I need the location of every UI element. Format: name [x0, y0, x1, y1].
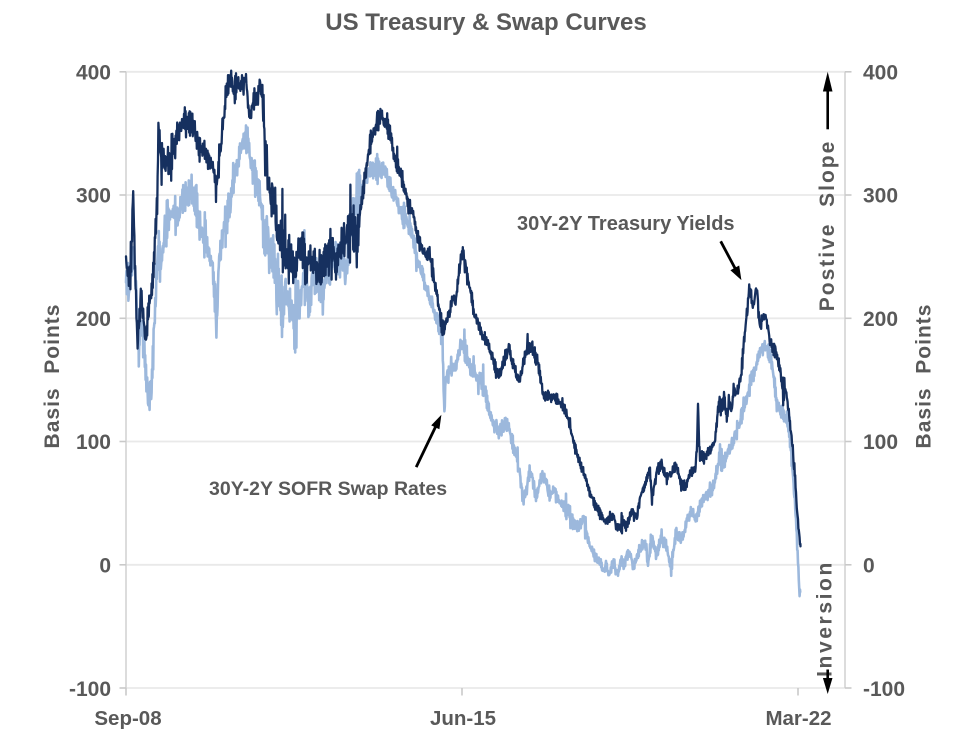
svg-text:0: 0 [99, 555, 111, 578]
svg-text:Mar-22: Mar-22 [765, 707, 831, 730]
svg-text:100: 100 [76, 431, 111, 454]
svg-text:30Y-2Y Treasury Yields: 30Y-2Y Treasury Yields [517, 213, 735, 235]
svg-text:Inversion: Inversion [814, 560, 837, 677]
svg-text:US Treasury & Swap Curves: US Treasury & Swap Curves [325, 9, 646, 36]
svg-text:200: 200 [863, 308, 898, 331]
svg-text:300: 300 [863, 185, 898, 208]
svg-text:0: 0 [863, 555, 875, 578]
svg-text:400: 400 [863, 62, 898, 85]
svg-text:300: 300 [76, 185, 111, 208]
svg-text:Basis Points: Basis Points [913, 304, 936, 449]
svg-text:Postive Slope: Postive Slope [816, 140, 839, 312]
svg-text:Jun-15: Jun-15 [430, 707, 496, 730]
svg-text:400: 400 [76, 62, 111, 85]
svg-text:Sep-08: Sep-08 [94, 707, 161, 730]
svg-text:200: 200 [76, 308, 111, 331]
svg-text:-100: -100 [69, 678, 111, 701]
svg-text:Basis Points: Basis Points [41, 304, 64, 449]
svg-text:30Y-2Y SOFR Swap Rates: 30Y-2Y SOFR Swap Rates [209, 478, 447, 500]
svg-text:100: 100 [863, 431, 898, 454]
svg-text:-100: -100 [863, 678, 905, 701]
